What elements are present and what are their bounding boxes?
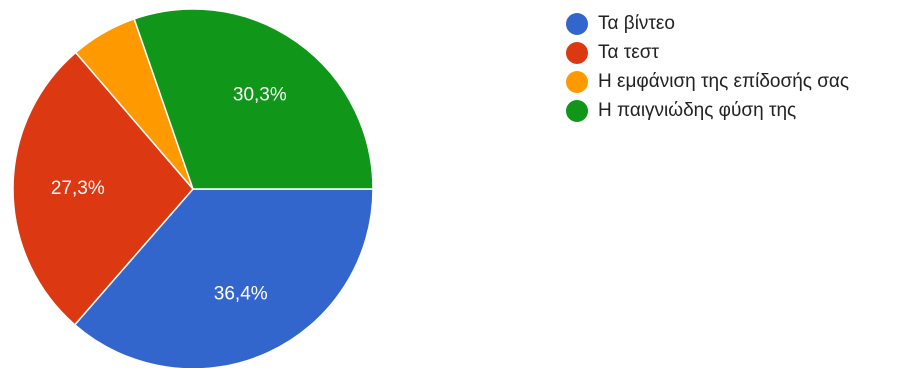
legend-item-performance[interactable]: Η εμφάνιση της επίδοσής σας [566, 67, 849, 96]
legend-swatch-tests [566, 41, 588, 64]
legend-item-tests[interactable]: Τα τεστ [566, 38, 849, 67]
data-label-playful: 30,3% [233, 85, 287, 106]
legend-item-videos[interactable]: Τα βίντεο [566, 9, 849, 38]
pie-chart: 36,4% 27,3% 30,3% [12, 8, 374, 368]
legend-swatch-playful [566, 99, 588, 122]
data-label-tests: 27,3% [51, 178, 105, 199]
legend-item-playful[interactable]: Η παιγνιώδης φύση της [566, 96, 849, 125]
legend-label-performance: Η εμφάνιση της επίδοσής σας [598, 70, 850, 92]
legend-label-playful: Η παιγνιώδης φύση της [598, 99, 797, 121]
legend-label-tests: Τα τεστ [598, 41, 659, 63]
legend-label-videos: Τα βίντεο [598, 12, 675, 34]
slice-tests[interactable] [12, 51, 194, 326]
data-label-videos: 36,4% [214, 283, 268, 304]
legend: Τα βίντεο Τα τεστ Η εμφάνιση της επίδοσή… [566, 9, 849, 125]
slice-videos[interactable] [73, 188, 374, 368]
legend-swatch-videos [566, 12, 588, 35]
legend-swatch-performance [566, 70, 588, 93]
slice-playful[interactable] [133, 8, 374, 190]
